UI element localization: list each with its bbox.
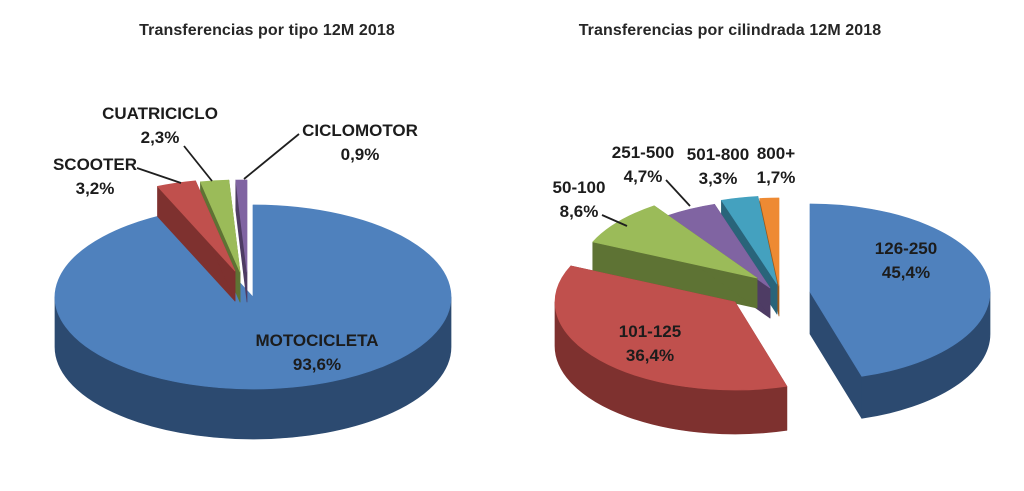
label-motocicleta-pct: 93,6% [292,355,342,374]
pie-slice-face [809,203,991,377]
label-800plus: 800+ 1,7% [757,142,796,190]
label-cuatriciclo: CUATRICICLO 2,3% [102,102,218,150]
pie-slice-face [200,179,241,273]
leader-line [665,179,691,207]
label-251-500: 251-500 4,7% [612,141,674,189]
label-50-100-name: 50-100 [552,178,606,197]
label-501-800-name: 501-800 [686,145,750,164]
chart-title-cilindrada: Transferencias por cilindrada 12M 2018 [578,22,882,39]
leader-line [601,214,628,227]
pie-slice-scooter [157,180,236,302]
pie-slice-ciclomotor [235,179,248,303]
label-cuatriciclo-pct: 2,3% [140,128,180,147]
label-50-100-pct: 8,6% [559,202,599,221]
label-101-125: 101-125 36,4% [619,320,681,368]
label-126-250-pct: 45,4% [881,263,931,282]
label-motocicleta-name: MOTOCICLETA [255,331,379,350]
label-501-800: 501-800 3,3% [687,143,749,191]
leader-line [183,145,213,182]
pie-slice-face [235,179,248,273]
pie-slice-50-100 [592,205,758,309]
label-101-125-name: 101-125 [618,322,682,341]
label-cuatriciclo-name: CUATRICICLO [102,104,218,123]
label-251-500-pct: 4,7% [623,167,663,186]
label-ciclomotor-name: CICLOMOTOR [302,121,418,140]
leader-line [136,167,182,184]
label-126-250-name: 126-250 [874,239,938,258]
label-ciclomotor: CICLOMOTOR 0,9% [302,119,418,167]
pie-slice-101-125 [554,265,788,435]
pie-slice-126-250 [809,203,991,419]
label-scooter-pct: 3,2% [75,179,115,198]
label-ciclomotor-pct: 0,9% [340,145,380,164]
label-101-125-pct: 36,4% [625,346,675,365]
pie-slice-face [759,197,780,287]
pie-slice-face [54,204,452,390]
pie-slice-face [554,265,788,391]
label-800plus-name: 800+ [756,144,796,163]
pie-slice-face [157,180,236,272]
pie-slice-face [721,196,778,285]
label-251-500-name: 251-500 [611,143,675,162]
chart-title-tipo: Transferencias por tipo 12M 2018 [139,22,395,39]
pie-slice-motocicleta [54,204,452,440]
label-126-250: 126-250 45,4% [875,237,937,285]
label-scooter: SCOOTER 3,2% [53,153,137,201]
label-motocicleta: MOTOCICLETA 93,6% [255,329,378,377]
leader-line [243,133,300,180]
label-50-100: 50-100 8,6% [553,176,606,224]
label-501-800-pct: 3,3% [698,169,738,188]
label-800plus-pct: 1,7% [756,168,796,187]
label-scooter-name: SCOOTER [52,155,138,174]
